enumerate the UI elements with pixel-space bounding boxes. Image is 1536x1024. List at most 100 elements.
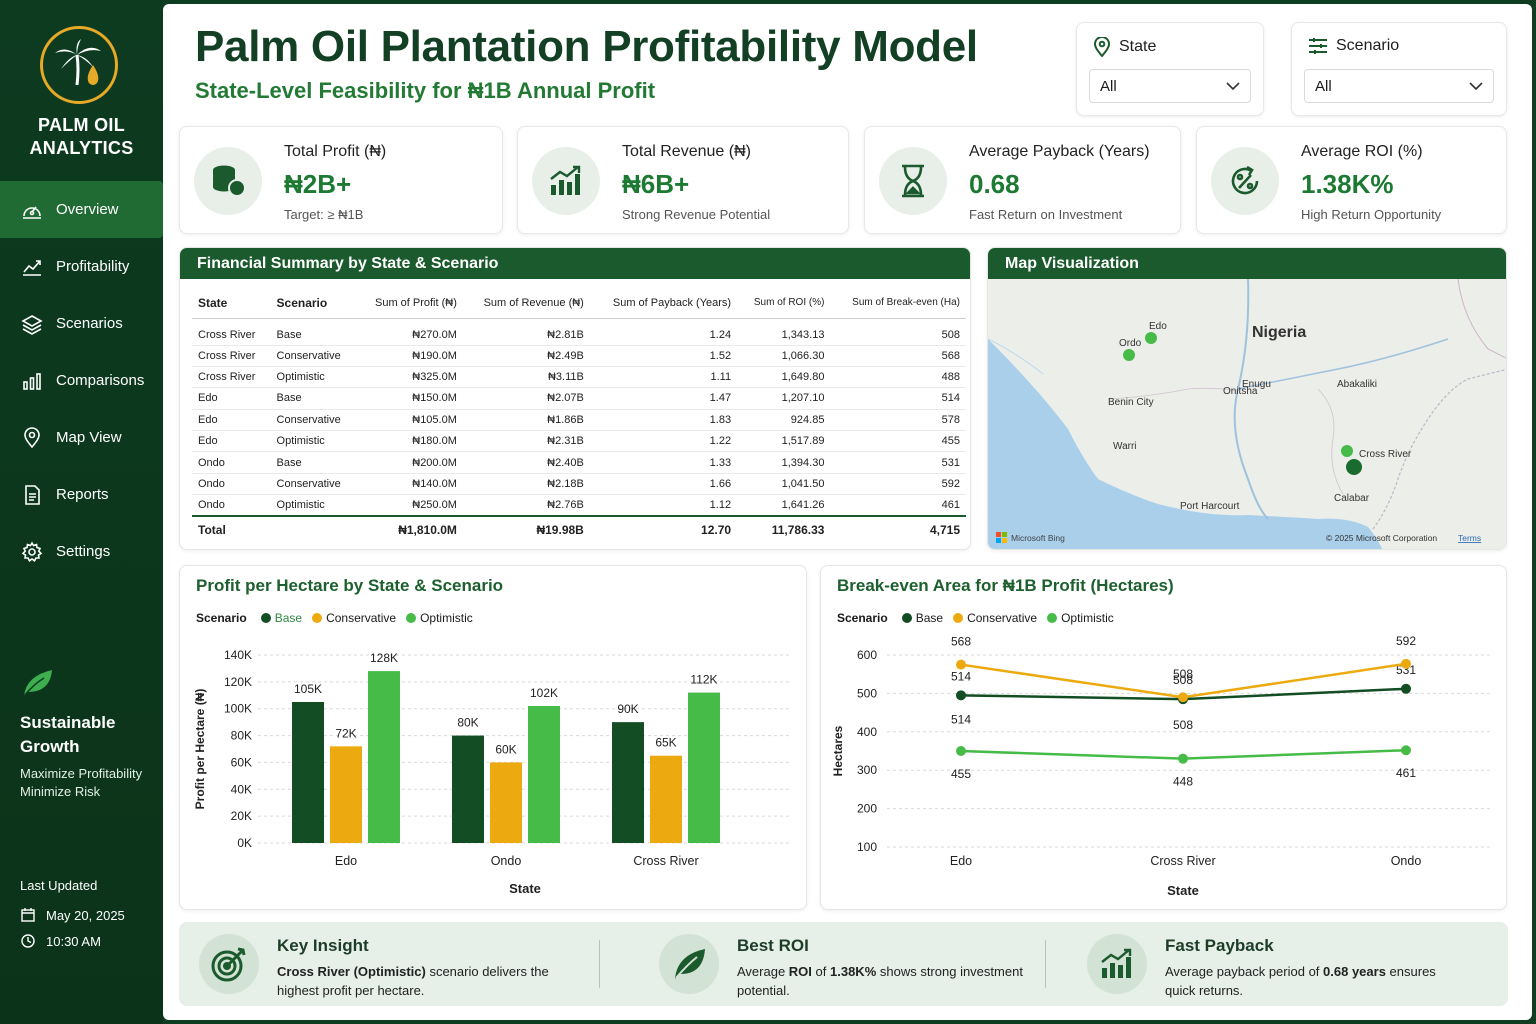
sidebar: PALM OIL ANALYTICS Overview Profitabilit… [0,0,163,1024]
bar-data-label: 72K [335,726,356,740]
data-point[interactable] [956,746,966,756]
table-row[interactable]: Edo Conservative ₦105.0M ₦1.86B 1.83 924.85 57… [192,409,966,432]
last-updated-date: May 20, 2025 [46,907,125,923]
y-tick-label: 120K [224,675,252,689]
table-cell: Ondo [192,494,271,517]
map-pin-icon [20,426,44,450]
kpi-value: ₦2B+ [284,169,352,199]
profit-per-hectare-card: Profit per Hectare by State & Scenario S… [179,565,807,910]
map-marker[interactable] [1145,332,1157,344]
bar[interactable] [452,735,484,843]
main-panel: Palm Oil Plantation Profitability Model … [163,4,1532,1020]
map-visualization[interactable]: Edo Ordo Benin City Onitsha Enugu Abakal… [988,279,1507,550]
column-header[interactable]: State [192,288,271,319]
table-cell: Edo [192,387,271,410]
column-header[interactable]: Sum of Break-even (Ha) [830,288,966,319]
sidebar-item-label: Settings [56,543,111,560]
map-terms-link[interactable]: Terms [1458,533,1481,543]
table-cell: 1.52 [589,345,738,367]
table-row[interactable]: Ondo Optimistic ₦250.0M ₦2.76B 1.12 1,641.26 4… [192,494,966,517]
bar-data-label: 128K [370,651,398,665]
legend-dot [312,613,323,623]
bar[interactable] [292,702,324,843]
bar[interactable] [650,755,682,843]
legend-item-conservative[interactable]: Conservative [953,611,1037,625]
bar[interactable] [528,706,560,843]
legend-dot [406,613,417,623]
y-axis-label: Profit per Hectare (₦) [193,689,207,810]
legend-item-optimistic[interactable]: Optimistic [1047,611,1114,625]
data-point[interactable] [1178,753,1188,764]
data-point[interactable] [1401,745,1411,756]
column-header[interactable]: Sum of Payback (Years) [589,288,738,319]
table-cell: 1.47 [589,387,738,410]
line-chart-legend: Scenario Base Conservative Optimistic [837,611,1124,625]
table-cell: 1,641.26 [737,494,831,517]
sidebar-item-profitability[interactable]: Profitability [0,238,163,295]
data-point[interactable] [1178,692,1188,703]
table-row[interactable]: Ondo Conservative ₦140.0M ₦2.18B 1.66 1,041.5… [192,473,966,496]
bar-data-label: 80K [457,716,478,730]
sidebar-item-scenarios[interactable]: Scenarios [0,295,163,352]
map-marker[interactable] [1341,445,1353,457]
sidebar-item-map-view[interactable]: Map View [0,409,163,466]
table-row[interactable]: Edo Optimistic ₦180.0M ₦2.31B 1.22 1,517.89 45… [192,430,966,453]
y-tick-label: 100 [857,840,877,854]
bar[interactable] [330,746,362,843]
bar[interactable] [368,671,400,843]
bar[interactable] [490,762,522,843]
x-tick-label: Ondo [491,854,522,868]
column-header[interactable]: Scenario [270,288,357,319]
state-dropdown[interactable]: All [1089,69,1251,103]
x-tick-label: Cross River [1150,854,1215,868]
legend-label: Base [274,611,303,625]
legend-item-conservative[interactable]: Conservative [312,611,396,625]
y-tick-label: 400 [857,725,877,739]
brand-name: PALM OIL ANALYTICS [29,115,134,158]
sidebar-item-overview[interactable]: Overview [0,181,163,238]
y-axis-label: Hectares [831,725,845,776]
table-total-cell: Total [192,515,271,543]
column-header[interactable]: Sum of ROI (%) [737,288,831,319]
map-marker[interactable] [1123,349,1135,361]
y-tick-label: 100K [224,702,252,716]
kpi-average-payback: Average Payback (Years) 0.68 Fast Return… [864,126,1181,234]
table-cell: ₦140.0M [356,473,463,496]
sidebar-item-reports[interactable]: Reports [0,466,163,523]
data-point[interactable] [1401,683,1411,694]
table-cell: 455 [830,430,966,453]
data-point[interactable] [956,659,966,670]
table-cell: Conservative [270,473,357,496]
table-total-cell: 4,715 [830,515,966,543]
sidebar-item-settings[interactable]: Settings [0,523,163,580]
table-row[interactable]: Cross River Conservative ₦190.0M ₦2.49B 1.52… [192,345,966,367]
table-cell: 1.66 [589,473,738,496]
scenario-dropdown[interactable]: All [1304,69,1494,103]
map-marker[interactable] [1346,459,1362,475]
data-point[interactable] [956,690,966,701]
legend-item-base[interactable]: Base [901,611,943,625]
table-cell: Base [270,387,357,410]
table-cell: Cross River [192,366,271,389]
legend-item-base[interactable]: Base [260,611,303,625]
legend-title: Scenario [837,611,888,625]
legend-dot [260,613,271,623]
table-row[interactable]: Edo Base ₦150.0M ₦2.07B 1.47 1,207.10 514 [192,387,966,410]
table-cell: Edo [192,430,271,453]
kpi-value: ₦6B+ [622,169,690,199]
table-row[interactable]: Cross River Optimistic ₦325.0M ₦3.11B 1.11 1,… [192,366,966,389]
table-cell: 1.83 [589,409,738,432]
column-header[interactable]: Sum of Profit (₦) [356,288,463,319]
table-row[interactable]: Cross River Base ₦270.0M ₦2.81B 1.24 1,343.13… [192,318,966,346]
table-cell: 568 [830,345,966,367]
kpi-title: Average ROI (%) [1301,143,1423,160]
column-header[interactable]: Sum of Revenue (₦) [462,288,590,319]
bar[interactable] [688,692,720,843]
bar[interactable] [612,722,644,843]
data-point[interactable] [1401,658,1411,669]
table-cell: 514 [830,387,966,410]
table-row[interactable]: Ondo Base ₦200.0M ₦2.40B 1.33 1,394.30 531 [192,451,966,474]
legend-item-optimistic[interactable]: Optimistic [406,611,473,625]
sidebar-item-comparisons[interactable]: Comparisons [0,352,163,409]
chevron-down-icon [1469,82,1483,91]
